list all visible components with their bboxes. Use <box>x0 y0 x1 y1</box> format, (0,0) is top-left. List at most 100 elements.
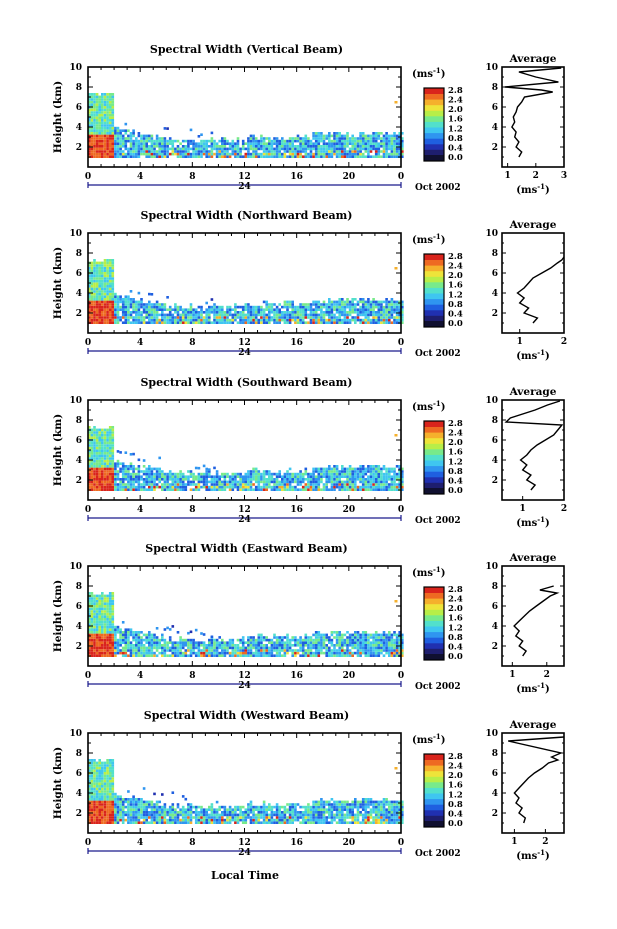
heatmap-cell <box>343 485 347 489</box>
heatmap-cell <box>328 308 331 311</box>
heatmap-cell <box>181 147 185 151</box>
heatmap-cell <box>210 649 214 652</box>
heatmap-cell <box>108 646 112 650</box>
heatmap-cell <box>111 475 115 478</box>
heatmap-cell <box>93 457 96 460</box>
heatmap-cell <box>171 485 175 489</box>
heatmap-cell <box>95 631 99 634</box>
heatmap-cell <box>374 303 378 306</box>
heatmap-cell <box>374 485 378 489</box>
heatmap-cell <box>317 631 321 634</box>
heatmap-cell <box>395 488 399 491</box>
heatmap-cell <box>307 316 310 319</box>
heatmap-cell <box>278 147 281 151</box>
heatmap-cell <box>372 316 375 319</box>
heatmap-cell <box>359 633 362 637</box>
heatmap-cell <box>108 150 112 153</box>
heatmap-cell <box>249 651 253 655</box>
heatmap-cell <box>314 137 318 140</box>
heatmap-cell <box>111 649 115 652</box>
heatmap-cell <box>127 633 130 637</box>
heatmap-cell <box>88 152 91 156</box>
y-axis-label: Height (km) <box>52 414 64 486</box>
heatmap-cell <box>338 631 341 634</box>
heatmap-cell <box>325 305 328 309</box>
heatmap-cell <box>116 465 120 468</box>
heatmap-cell <box>275 152 279 156</box>
heatmap-cell <box>184 488 188 491</box>
heatmap-cell <box>93 472 96 476</box>
heatmap-cell <box>301 488 305 491</box>
heatmap-cell <box>106 124 109 127</box>
heatmap-cell <box>273 139 276 143</box>
heatmap-cell <box>275 147 279 151</box>
heatmap-cell <box>90 615 94 618</box>
heatmap-cell <box>278 644 281 647</box>
heatmap-cell <box>215 152 219 156</box>
heatmap-cell <box>197 646 201 650</box>
heatmap-cell <box>127 155 130 158</box>
heatmap-cell <box>90 126 94 130</box>
heatmap-cell <box>338 132 341 135</box>
heatmap-cell <box>338 470 341 473</box>
heatmap-cell <box>88 633 91 637</box>
heatmap-cell <box>275 485 279 489</box>
heatmap-cell <box>148 631 151 634</box>
heatmap-cell <box>98 266 101 270</box>
heatmap-cell <box>354 152 357 156</box>
heatmap-cell <box>111 121 115 125</box>
heatmap-cell <box>283 641 287 644</box>
heatmap-cell <box>317 155 321 158</box>
heatmap-cell <box>330 134 334 138</box>
heatmap-cell <box>101 480 104 484</box>
heatmap-cell <box>304 649 308 652</box>
heatmap-cell <box>93 428 96 432</box>
heatmap-cell <box>317 132 321 135</box>
heatmap-cell <box>127 300 130 304</box>
heatmap-cell <box>90 646 94 650</box>
heatmap-cell <box>320 134 323 138</box>
heatmap-cell <box>93 485 96 489</box>
heatmap-cell <box>163 313 167 317</box>
heatmap-cell <box>374 644 378 647</box>
date-label: Oct 2002 <box>415 682 461 692</box>
heatmap-cell <box>163 654 167 657</box>
heatmap-cell <box>202 142 206 145</box>
heatmap-cell <box>307 641 310 644</box>
heatmap-cell <box>265 316 268 319</box>
heatmap-cell <box>108 95 112 99</box>
heatmap-cell <box>98 311 101 314</box>
heatmap-cell <box>114 318 117 322</box>
heatmap-cell <box>314 150 318 153</box>
heatmap-cell <box>239 646 242 650</box>
heatmap-cell <box>294 137 297 140</box>
heatmap-cell <box>351 134 354 138</box>
heatmap-cell <box>369 651 373 655</box>
heatmap-cell <box>364 137 368 140</box>
heatmap-cell <box>398 636 401 639</box>
heatmap-cell <box>273 472 276 476</box>
heatmap-cell <box>116 625 120 629</box>
heatmap-cell <box>244 646 248 650</box>
heatmap-cell <box>202 318 206 322</box>
heatmap-cell <box>111 439 115 442</box>
heatmap-cell <box>88 124 91 127</box>
heatmap-cell <box>346 316 349 319</box>
heatmap-cell <box>153 480 156 484</box>
heatmap-cell <box>137 458 141 462</box>
heatmap-cell <box>304 139 308 143</box>
heatmap-cell <box>234 147 237 151</box>
heatmap-cell <box>338 483 341 486</box>
heatmap-cell <box>137 150 141 153</box>
heatmap-cell <box>380 155 383 158</box>
heatmap-cell <box>354 303 357 306</box>
heatmap-cell <box>372 472 375 476</box>
heatmap-cell <box>197 649 201 652</box>
heatmap-cell <box>132 467 135 471</box>
heatmap-cell <box>194 654 198 657</box>
heatmap-cell <box>275 316 279 319</box>
heatmap-cell <box>325 147 328 151</box>
date-label: Oct 2002 <box>415 349 461 359</box>
heatmap-cell <box>254 470 258 473</box>
heatmap-cell <box>328 646 331 650</box>
